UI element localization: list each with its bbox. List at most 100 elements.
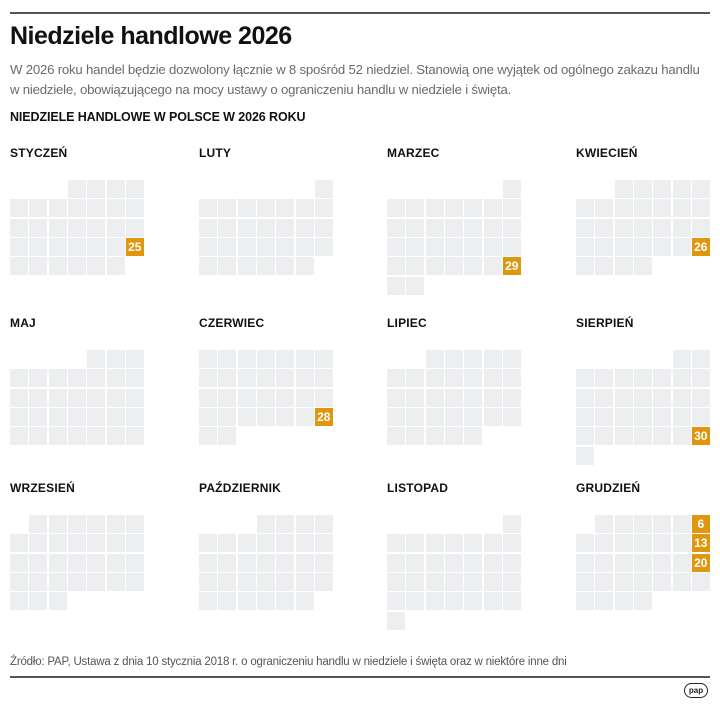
day-cell	[614, 257, 633, 276]
day-cell	[614, 572, 633, 591]
trading-sunday-cell: 13	[691, 534, 710, 553]
day-cell	[425, 199, 444, 218]
day-cell	[464, 257, 483, 276]
day-cell	[256, 199, 275, 218]
day-cell	[464, 369, 483, 388]
day-cell	[276, 592, 295, 611]
day-cell	[48, 388, 67, 407]
day-cell	[199, 407, 217, 426]
day-cell	[502, 572, 521, 591]
day-cell	[10, 369, 28, 388]
day-cell	[87, 180, 106, 198]
month-name: CZERWIEC	[199, 316, 265, 330]
day-cell	[387, 237, 405, 256]
day-cell	[406, 407, 425, 426]
day-cell	[425, 369, 444, 388]
day-cell	[67, 407, 86, 426]
day-cell	[314, 350, 333, 368]
day-cell	[125, 572, 144, 591]
day-cell	[691, 218, 710, 237]
day-cell	[29, 534, 48, 553]
trading-sunday-cell: 30	[691, 427, 710, 446]
day-cell	[502, 350, 521, 368]
day-cell	[29, 553, 48, 572]
day-cell	[314, 180, 333, 198]
day-cell	[10, 553, 28, 572]
day-cell	[48, 534, 67, 553]
day-cell	[199, 257, 217, 276]
day-cell	[502, 407, 521, 426]
day-cell	[314, 572, 333, 591]
day-cell	[633, 427, 652, 446]
day-cell	[483, 572, 502, 591]
day-cell	[256, 388, 275, 407]
month-name: STYCZEŃ	[10, 146, 68, 160]
day-cell	[314, 515, 333, 533]
day-cell	[199, 369, 217, 388]
day-cell	[576, 427, 594, 446]
day-cell	[444, 592, 463, 611]
day-cell	[29, 237, 48, 256]
day-cell	[595, 407, 614, 426]
day-cell	[199, 427, 217, 446]
day-cell	[125, 515, 144, 533]
day-cell	[87, 199, 106, 218]
day-cell	[464, 592, 483, 611]
day-cell	[595, 199, 614, 218]
day-cell	[276, 553, 295, 572]
day-cell	[387, 572, 405, 591]
trading-sunday-cell: 26	[691, 237, 710, 256]
day-cell	[106, 257, 125, 276]
day-cell	[387, 427, 405, 446]
trading-sunday-cell: 29	[502, 257, 521, 276]
day-cell	[67, 515, 86, 533]
day-cell	[464, 237, 483, 256]
day-cell	[276, 218, 295, 237]
day-cell	[29, 427, 48, 446]
day-cell	[276, 369, 295, 388]
day-cell	[387, 553, 405, 572]
day-cell	[218, 592, 237, 611]
month-name: LIPIEC	[387, 316, 427, 330]
day-cell	[444, 369, 463, 388]
day-cell	[576, 199, 594, 218]
month-name: LISTOPAD	[387, 481, 449, 495]
day-cell	[406, 276, 425, 295]
day-cell	[576, 388, 594, 407]
day-cell	[406, 553, 425, 572]
day-cell	[425, 350, 444, 368]
day-cell	[10, 218, 28, 237]
day-cell	[595, 592, 614, 611]
day-cell	[237, 369, 256, 388]
day-cell	[614, 218, 633, 237]
day-cell	[483, 237, 502, 256]
day-cell	[29, 388, 48, 407]
day-cell	[67, 553, 86, 572]
day-cell	[87, 553, 106, 572]
day-cell	[87, 427, 106, 446]
day-cell	[691, 369, 710, 388]
day-cell	[29, 407, 48, 426]
day-cell	[218, 534, 237, 553]
day-cell	[10, 388, 28, 407]
day-cell	[125, 218, 144, 237]
day-cell	[576, 592, 594, 611]
day-cell	[10, 534, 28, 553]
day-cell	[614, 180, 633, 198]
day-cell	[502, 388, 521, 407]
day-cell	[199, 237, 217, 256]
day-cell	[595, 515, 614, 533]
month-name: WRZESIEŃ	[10, 481, 75, 495]
day-cell	[125, 534, 144, 553]
day-cell	[295, 199, 314, 218]
day-cell	[633, 388, 652, 407]
day-cell	[502, 369, 521, 388]
day-cell	[314, 218, 333, 237]
day-cell	[595, 553, 614, 572]
day-cell	[406, 534, 425, 553]
day-cell	[199, 534, 217, 553]
day-cell	[502, 553, 521, 572]
day-cell	[406, 592, 425, 611]
day-cell	[387, 388, 405, 407]
day-cell	[614, 534, 633, 553]
